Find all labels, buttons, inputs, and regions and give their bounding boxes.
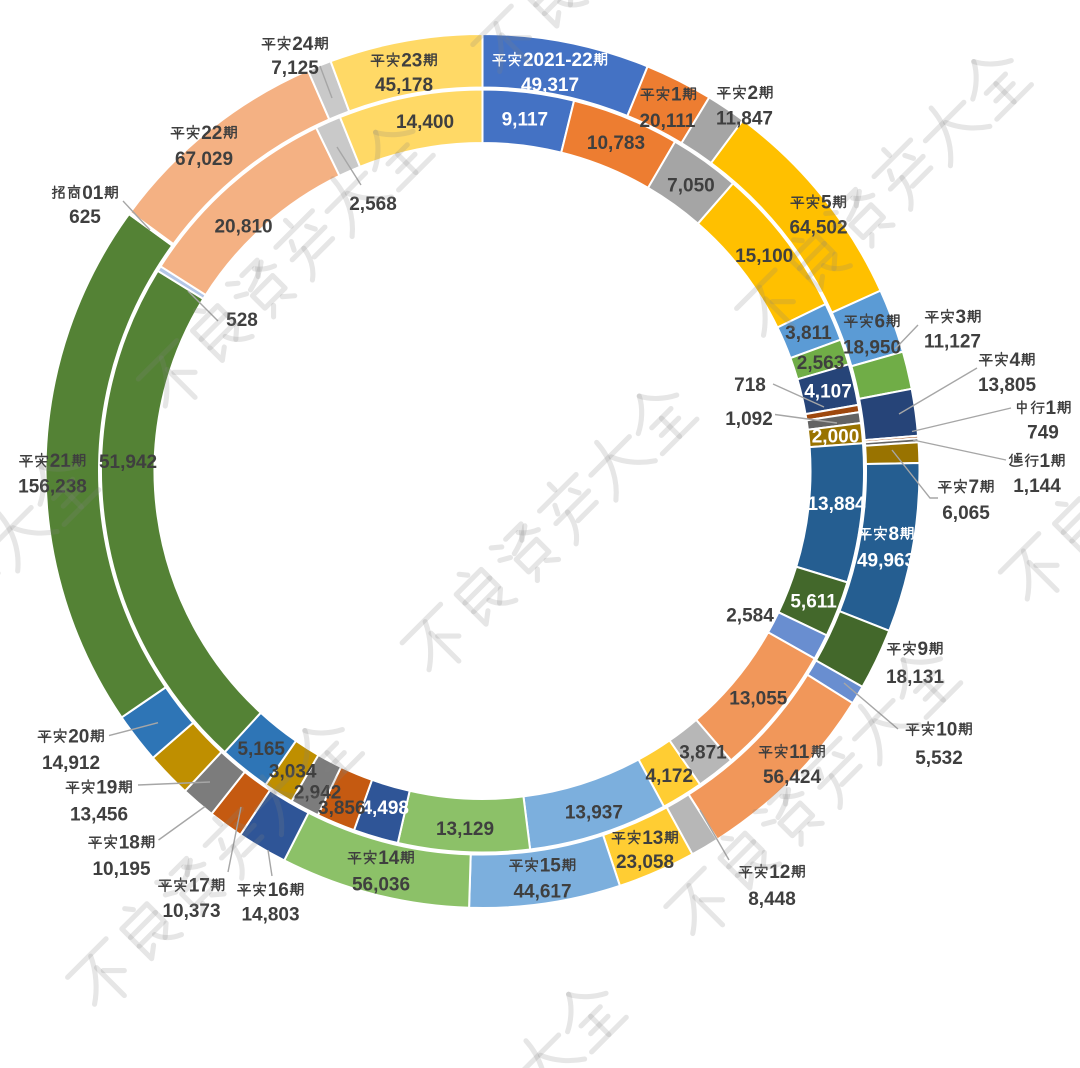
svg-text:14,400: 14,400 (396, 112, 454, 133)
svg-text:45,178: 45,178 (375, 75, 433, 96)
svg-text:13,884: 13,884 (807, 494, 866, 515)
svg-text:5,532: 5,532 (915, 748, 963, 769)
svg-text:4: 4 (1010, 350, 1021, 371)
svg-text:3,034: 3,034 (269, 762, 317, 783)
svg-text:9: 9 (918, 639, 929, 660)
svg-text:7,050: 7,050 (667, 176, 715, 197)
svg-text:11,847: 11,847 (716, 108, 773, 129)
svg-text:3,871: 3,871 (679, 743, 727, 764)
svg-text:49,963: 49,963 (857, 550, 915, 571)
svg-text:1: 1 (671, 84, 682, 105)
svg-text:10,373: 10,373 (162, 901, 220, 922)
svg-text:10: 10 (936, 719, 957, 740)
svg-text:13,055: 13,055 (729, 689, 788, 710)
svg-text:11,127: 11,127 (924, 331, 981, 352)
svg-text:17: 17 (189, 875, 210, 896)
svg-text:44,617: 44,617 (513, 881, 571, 902)
svg-text:7,125: 7,125 (271, 58, 319, 79)
svg-text:4,172: 4,172 (646, 766, 694, 787)
svg-text:23: 23 (401, 50, 422, 71)
svg-text:6,065: 6,065 (942, 503, 990, 524)
svg-text:13,456: 13,456 (70, 804, 128, 825)
svg-text:56,424: 56,424 (763, 767, 822, 788)
svg-text:49,317: 49,317 (521, 75, 579, 96)
svg-text:2,563: 2,563 (797, 353, 845, 374)
svg-text:8,448: 8,448 (748, 889, 796, 910)
svg-text:16: 16 (268, 880, 289, 901)
svg-text:24: 24 (292, 34, 314, 55)
svg-text:5,165: 5,165 (237, 739, 285, 760)
svg-text:2: 2 (748, 83, 759, 104)
svg-text:15: 15 (540, 855, 562, 876)
svg-text:2,000: 2,000 (812, 427, 860, 448)
svg-text:13,937: 13,937 (565, 802, 623, 823)
svg-text:14,803: 14,803 (241, 904, 299, 925)
svg-text:13: 13 (642, 828, 663, 849)
svg-text:64,502: 64,502 (789, 217, 847, 238)
svg-text:13,805: 13,805 (978, 375, 1037, 396)
svg-text:5,611: 5,611 (790, 592, 837, 613)
svg-text:8: 8 (889, 524, 900, 545)
svg-text:1,144: 1,144 (1013, 476, 1061, 497)
svg-text:3: 3 (956, 307, 967, 328)
svg-text:2021-22: 2021-22 (523, 50, 593, 71)
svg-text:15,100: 15,100 (735, 246, 793, 267)
svg-text:51,942: 51,942 (99, 452, 157, 473)
svg-text:5: 5 (821, 192, 832, 213)
svg-text:2,584: 2,584 (726, 605, 774, 626)
svg-text:2,568: 2,568 (349, 194, 397, 215)
svg-text:67,029: 67,029 (175, 149, 233, 170)
svg-text:01: 01 (82, 183, 104, 204)
svg-text:12: 12 (769, 862, 790, 883)
svg-text:56,036: 56,036 (352, 874, 410, 895)
svg-text:9,117: 9,117 (502, 110, 549, 131)
svg-text:6: 6 (875, 311, 886, 332)
svg-text:20,111: 20,111 (639, 111, 695, 132)
svg-text:18,131: 18,131 (886, 667, 945, 688)
svg-text:10,783: 10,783 (587, 133, 645, 154)
svg-text:21: 21 (50, 451, 72, 472)
svg-text:13,129: 13,129 (436, 819, 494, 840)
svg-text:14,912: 14,912 (42, 753, 100, 774)
svg-text:1,092: 1,092 (725, 409, 773, 430)
svg-text:3,811: 3,811 (785, 323, 832, 344)
svg-text:156,238: 156,238 (18, 476, 87, 497)
svg-text:749: 749 (1027, 422, 1059, 443)
svg-text:11: 11 (789, 742, 810, 763)
svg-text:10,195: 10,195 (92, 859, 151, 880)
svg-text:20,810: 20,810 (214, 216, 272, 237)
svg-text:625: 625 (69, 207, 101, 228)
svg-text:528: 528 (226, 310, 258, 331)
svg-text:4,107: 4,107 (804, 381, 852, 402)
svg-text:2,942: 2,942 (294, 782, 342, 803)
svg-text:20: 20 (68, 726, 89, 747)
svg-text:23,058: 23,058 (616, 852, 674, 873)
svg-text:22: 22 (201, 123, 222, 144)
svg-text:14: 14 (378, 848, 400, 869)
svg-text:18: 18 (119, 832, 140, 853)
svg-text:1: 1 (1046, 398, 1057, 419)
svg-text:718: 718 (734, 375, 766, 396)
svg-text:18,950: 18,950 (843, 337, 901, 358)
svg-text:4,498: 4,498 (361, 798, 409, 819)
svg-text:1: 1 (1040, 451, 1051, 472)
svg-text:19: 19 (96, 777, 117, 798)
svg-text:3,856: 3,856 (318, 798, 366, 819)
svg-text:7: 7 (969, 477, 980, 498)
